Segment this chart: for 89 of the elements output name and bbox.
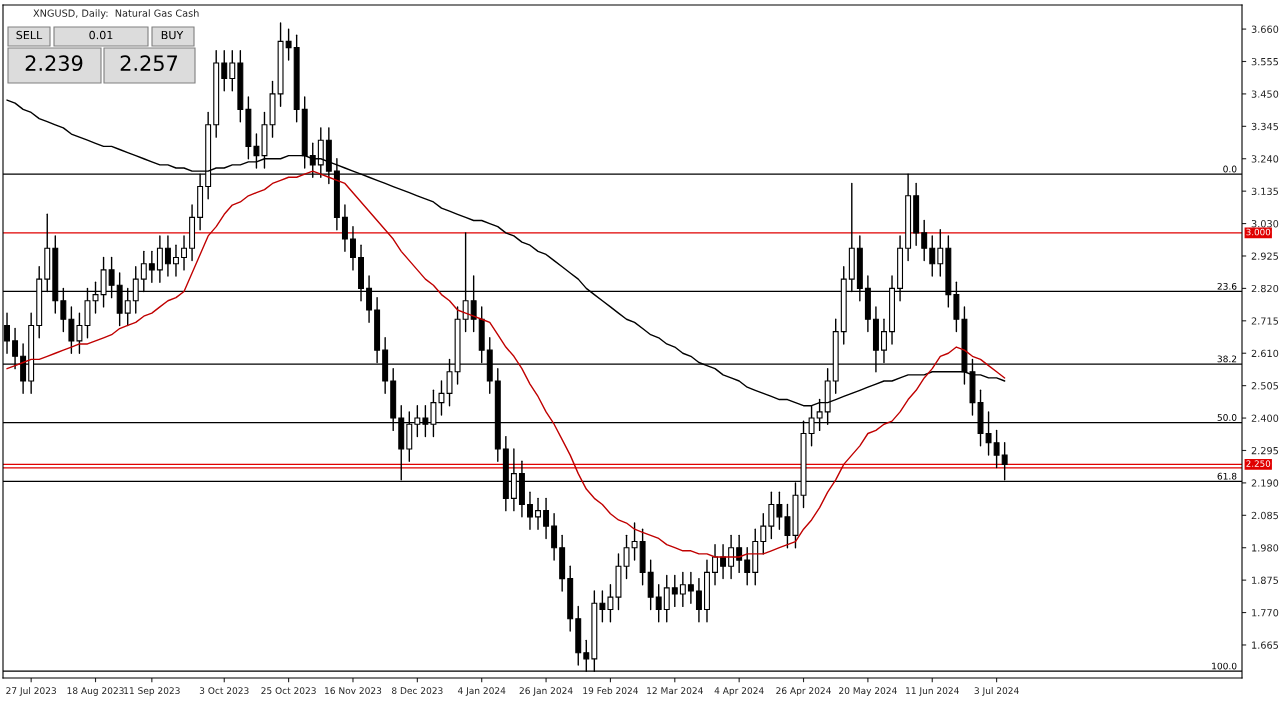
candlestick xyxy=(221,49,228,92)
candlestick xyxy=(687,571,694,604)
y-tick-label: 2.190 xyxy=(1251,479,1279,487)
candlestick xyxy=(921,219,928,262)
candlestick xyxy=(768,491,775,540)
candlestick xyxy=(663,574,670,623)
y-tick-label: 1.875 xyxy=(1252,576,1279,584)
y-tick-label: 2.085 xyxy=(1251,511,1279,520)
candlestick xyxy=(776,491,783,530)
x-tick-label: 26 Jan 2024 xyxy=(519,687,573,696)
annotation: SELL xyxy=(16,30,43,40)
candlestick xyxy=(76,312,83,354)
candlestick xyxy=(599,590,606,623)
candlestick xyxy=(631,522,638,561)
candlestick xyxy=(695,577,702,623)
y-tick-label: 3.345 xyxy=(1251,122,1279,131)
x-tick-label: 11 Sep 2023 xyxy=(124,687,180,696)
annotation: 0.0 xyxy=(1223,165,1237,173)
candlestick xyxy=(671,574,678,608)
y-tick-label: 3.030 xyxy=(1251,220,1279,228)
candlestick xyxy=(736,534,743,574)
y-tick-label: 1.980 xyxy=(1252,544,1279,552)
ref-line-label: 2.250 xyxy=(1246,460,1271,467)
annotation: 2.257 xyxy=(120,55,178,72)
candlestick xyxy=(655,584,662,623)
ref-line-label: 3.000 xyxy=(1246,228,1271,236)
x-tick-label: 3 Jul 2024 xyxy=(974,687,1019,696)
candlestick xyxy=(728,534,735,580)
candlestick xyxy=(679,571,686,608)
y-tick-label: 2.295 xyxy=(1251,446,1279,455)
candlestick xyxy=(164,235,171,277)
y-tick-label: 2.925 xyxy=(1251,252,1279,260)
y-tick-label: 1.665 xyxy=(1252,641,1279,649)
x-tick-label: 20 May 2024 xyxy=(839,687,897,696)
candlestick xyxy=(341,204,348,253)
candlestick xyxy=(712,543,718,586)
annotation: 38.2 xyxy=(1217,355,1237,363)
chart-title: XNGUSD, Daily: Natural Gas Cash xyxy=(33,9,199,19)
candlestick xyxy=(543,497,550,540)
candlestick xyxy=(253,133,260,169)
candlestick xyxy=(744,547,751,586)
y-tick-label: 1.770 xyxy=(1252,609,1279,617)
candlestick xyxy=(551,513,558,561)
annotation: 61.8 xyxy=(1217,472,1237,480)
x-tick-label: 11 Jun 2024 xyxy=(906,687,959,696)
x-tick-label: 3 Oct 2023 xyxy=(199,687,249,695)
y-tick-label: 2.715 xyxy=(1251,317,1279,325)
candlestick xyxy=(68,306,75,354)
candlestick xyxy=(527,491,533,530)
candlestick xyxy=(929,235,936,277)
annotation: 23.6 xyxy=(1217,282,1237,290)
y-tick-label: 2.505 xyxy=(1251,382,1279,390)
candlestick xyxy=(229,49,236,92)
candlestick xyxy=(148,250,155,283)
y-tick-label: 2.610 xyxy=(1251,349,1279,358)
x-tick-label: 4 Jan 2024 xyxy=(457,687,506,696)
y-tick-label: 2.820 xyxy=(1251,284,1279,293)
y-tick-label: 3.240 xyxy=(1251,155,1279,163)
annotation: 100.0 xyxy=(1212,662,1237,670)
y-tick-label: 3.135 xyxy=(1251,187,1279,195)
candlestick xyxy=(784,503,791,549)
candlestick xyxy=(760,513,767,555)
y-tick-label: 3.555 xyxy=(1251,57,1279,66)
y-tick-label: 3.660 xyxy=(1251,25,1279,33)
x-tick-label: 8 Dec 2023 xyxy=(391,687,443,695)
x-tick-label: 19 Feb 2024 xyxy=(583,687,639,695)
x-tick-label: 25 Oct 2023 xyxy=(261,687,316,695)
x-tick-label: 4 Apr 2024 xyxy=(714,687,764,696)
x-tick-label: 12 Mar 2024 xyxy=(647,687,703,695)
x-tick-label: 18 Aug 2023 xyxy=(67,687,124,696)
x-tick-label: 26 Apr 2024 xyxy=(776,687,831,696)
candlestick xyxy=(350,225,356,271)
candlestick xyxy=(181,235,187,271)
annotation: BUY xyxy=(161,30,184,40)
annotation: 2.239 xyxy=(25,55,83,72)
candlestick xyxy=(720,543,727,580)
annotation: 50.0 xyxy=(1217,414,1237,421)
x-tick-label: 16 Nov 2023 xyxy=(325,687,382,695)
y-tick-label: 2.400 xyxy=(1251,414,1279,422)
candlestick xyxy=(156,235,163,283)
x-tick-label: 27 Jul 2023 xyxy=(6,687,56,696)
candlestick xyxy=(937,229,944,277)
y-tick-label: 3.450 xyxy=(1251,90,1279,98)
candlestick xyxy=(607,584,614,623)
annotation: 0.01 xyxy=(89,30,113,40)
candlestick xyxy=(535,497,541,530)
candlestick xyxy=(285,28,292,61)
candlestick xyxy=(173,244,179,277)
candlestick xyxy=(993,429,1000,469)
